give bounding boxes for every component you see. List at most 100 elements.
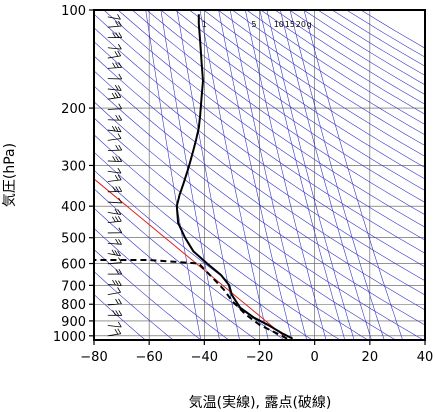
barb-flag xyxy=(117,91,122,98)
barb-shaft xyxy=(107,138,122,141)
barb-flag xyxy=(112,156,116,162)
wind-barb xyxy=(107,321,122,328)
wind-barb xyxy=(107,227,123,234)
wind-barb xyxy=(107,279,122,287)
dry-adiabat xyxy=(94,27,425,268)
wind-barb xyxy=(107,84,122,91)
y-tick-label: 300 xyxy=(61,159,86,174)
barb-flag xyxy=(118,257,122,263)
barb-shaft xyxy=(107,160,122,163)
barb-flag xyxy=(117,85,122,91)
barb-flag xyxy=(115,186,120,192)
barb-flag xyxy=(118,298,122,305)
wind-barb xyxy=(107,287,121,296)
barb-flag xyxy=(118,62,122,68)
barb-shaft xyxy=(107,55,121,59)
wind-barb xyxy=(107,167,122,174)
dry-adiabat xyxy=(160,10,425,191)
x-tick-label: −60 xyxy=(135,350,162,365)
wind-barb xyxy=(107,186,123,193)
mixing-ratio-labels: 1 5 10 15 20 g xyxy=(202,20,312,29)
dry-adiabat xyxy=(94,151,341,340)
wind-barb xyxy=(107,197,122,204)
x-tick-label: 20 xyxy=(362,350,379,365)
barb-flag xyxy=(117,133,122,139)
grid-lines xyxy=(93,9,426,340)
y-tick-label: 200 xyxy=(61,102,86,117)
wind-barb xyxy=(107,103,122,110)
barb-shaft xyxy=(107,201,122,204)
dry-adiabat xyxy=(94,13,425,254)
barb-shaft xyxy=(107,108,122,110)
wind-barb xyxy=(107,73,123,80)
mixing-ratio-line xyxy=(280,10,372,340)
barb-flag xyxy=(114,92,119,98)
mixing-ratio-line xyxy=(160,10,220,340)
barb-flag xyxy=(115,144,119,151)
barb-flag xyxy=(112,216,116,223)
barb-flag xyxy=(117,250,121,257)
mixing-ratio-line xyxy=(259,10,346,340)
wind-barb xyxy=(107,174,122,182)
mixing-ratio-line xyxy=(303,10,403,340)
barb-flag xyxy=(117,50,122,57)
wind-barb xyxy=(107,32,123,38)
barb-shaft xyxy=(107,211,121,215)
x-tick-label: −20 xyxy=(246,350,273,365)
barb-flag xyxy=(117,174,122,181)
wind-barbs xyxy=(107,14,123,337)
barb-shaft xyxy=(107,283,122,287)
dry-adiabat xyxy=(332,10,425,67)
barb-flag xyxy=(117,209,122,215)
barb-flag xyxy=(118,144,123,151)
dry-adiabat xyxy=(217,10,425,146)
dry-adiabat xyxy=(94,188,285,340)
barb-shaft xyxy=(107,325,122,328)
wind-barb xyxy=(107,125,122,133)
wind-barb xyxy=(107,43,122,50)
dry-adiabat xyxy=(132,10,425,216)
barb-flag xyxy=(112,310,116,316)
mixing-ratio-label: g xyxy=(307,20,312,29)
barb-flag xyxy=(111,125,116,132)
x-tick-label: 0 xyxy=(311,350,319,365)
barb-flag xyxy=(115,32,120,38)
dry-adiabat xyxy=(94,169,313,340)
barb-flag xyxy=(114,175,119,181)
y-tick-label: 400 xyxy=(61,200,86,215)
dry-adiabat xyxy=(94,227,229,340)
dry-adiabat xyxy=(203,10,425,157)
barb-shaft xyxy=(107,253,121,257)
barb-flag xyxy=(115,298,119,305)
red-reference-line xyxy=(94,178,288,340)
barb-shaft xyxy=(107,66,122,69)
y-tick-label: 100 xyxy=(61,4,86,19)
y-tick-label: 500 xyxy=(61,232,86,247)
adiabat-lines xyxy=(94,10,425,340)
wind-barb xyxy=(107,144,123,152)
barb-flag xyxy=(112,62,116,69)
wind-barb xyxy=(107,62,122,69)
wind-barb xyxy=(107,20,122,28)
barb-flag xyxy=(115,238,119,245)
dry-adiabat xyxy=(175,10,425,180)
wind-barb xyxy=(107,238,122,245)
barb-flag xyxy=(118,239,122,245)
barb-flag xyxy=(118,156,123,162)
barb-flag xyxy=(112,279,116,286)
barb-flag xyxy=(115,62,119,68)
barb-flag xyxy=(117,287,121,293)
barb-flag xyxy=(118,32,123,38)
y-tick-label: 1000 xyxy=(53,330,86,345)
wind-barb xyxy=(107,156,123,163)
barb-flag xyxy=(114,51,119,57)
barb-shaft xyxy=(107,88,122,91)
x-axis-title: 気温(実線), 露点(破線) xyxy=(189,395,332,411)
mixing-ratio-line xyxy=(176,10,240,340)
mixing-ratio-label: 5 xyxy=(251,20,256,29)
dry-adiabat xyxy=(246,10,425,125)
dry-adiabat xyxy=(94,41,425,282)
wind-barb xyxy=(107,249,121,257)
barb-flag xyxy=(118,197,122,204)
